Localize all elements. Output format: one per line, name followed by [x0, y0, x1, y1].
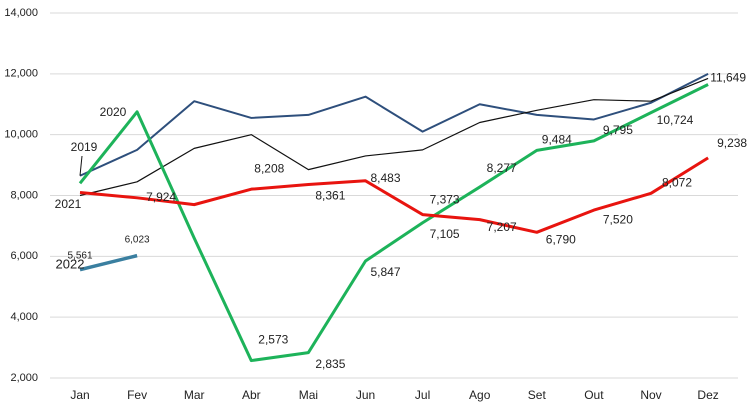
y-tick-label: 8,000: [10, 189, 38, 201]
series-name: 2021: [55, 197, 82, 211]
data-label: 8,361: [315, 189, 345, 203]
y-tick-label: 10,000: [4, 129, 38, 141]
data-label: 6,023: [125, 234, 150, 245]
data-label: 7,373: [430, 193, 460, 207]
y-tick-label: 12,000: [4, 68, 38, 80]
data-label: 5,847: [370, 265, 400, 279]
data-label: 8,072: [662, 175, 692, 189]
series-line: [79, 72, 709, 177]
x-tick-label: Jul: [415, 388, 430, 402]
data-label: 8,208: [254, 161, 284, 175]
series-line: [79, 253, 138, 272]
x-tick-label: Jun: [356, 388, 375, 402]
x-tick-label: Dez: [697, 388, 718, 402]
data-label: 6,790: [546, 232, 576, 246]
data-label: 2,835: [315, 357, 345, 371]
x-tick-label: Nov: [640, 388, 661, 402]
x-tick-label: Out: [584, 388, 604, 402]
data-label: 11,649: [710, 71, 746, 85]
data-label: 7,924: [146, 190, 176, 204]
y-tick-label: 6,000: [10, 250, 38, 262]
x-tick-label: Fev: [127, 388, 147, 402]
y-tick-label: 14,000: [4, 7, 38, 19]
x-tick-label: Set: [528, 388, 547, 402]
y-tick-label: 4,000: [10, 311, 38, 323]
series-line: [79, 156, 709, 234]
data-label: 9,795: [603, 123, 633, 137]
series-name: 2022: [56, 256, 85, 271]
x-tick-label: Jan: [70, 388, 89, 402]
data-label: 7,105: [430, 227, 460, 241]
data-label: 7,207: [487, 220, 517, 234]
data-label: 9,238: [717, 136, 747, 150]
x-tick-label: Mar: [184, 388, 205, 402]
series-line: [79, 77, 709, 197]
x-tick-label: Mai: [299, 388, 318, 402]
data-label: 8,483: [370, 171, 400, 185]
x-tick-label: Ago: [469, 388, 491, 402]
series-name: 2019: [71, 140, 98, 154]
data-label: 5,561: [67, 250, 92, 261]
x-tick-label: Abr: [242, 388, 261, 402]
data-label: 2,573: [258, 333, 288, 347]
data-label: 8,277: [487, 161, 517, 175]
data-label: 10,724: [657, 113, 694, 127]
data-label: 7,520: [603, 212, 633, 226]
data-label: 9,484: [542, 133, 572, 147]
series-name: 2020: [100, 105, 127, 119]
series-line: [78, 83, 709, 363]
leader-line: [79, 155, 83, 176]
y-tick-label: 2,000: [10, 372, 38, 384]
